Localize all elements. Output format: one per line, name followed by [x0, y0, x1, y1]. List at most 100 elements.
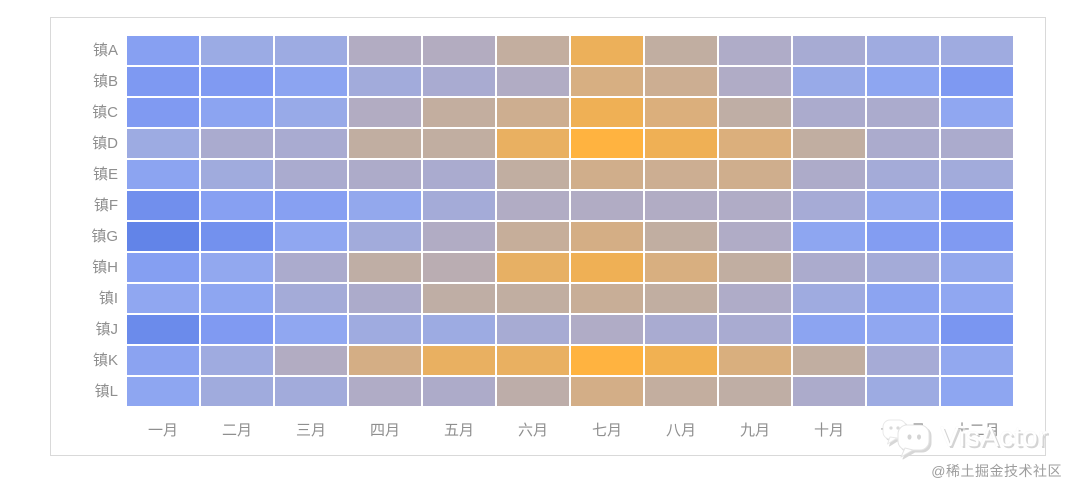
heatmap-cell[interactable] — [497, 160, 569, 189]
heatmap-cell[interactable] — [941, 315, 1013, 344]
heatmap-cell[interactable] — [793, 67, 865, 96]
heatmap-cell[interactable] — [571, 98, 643, 127]
heatmap-cell[interactable] — [719, 191, 791, 220]
heatmap-cell[interactable] — [719, 377, 791, 406]
heatmap-cell[interactable] — [349, 377, 421, 406]
heatmap-cell[interactable] — [127, 377, 199, 406]
heatmap-cell[interactable] — [941, 284, 1013, 313]
heatmap-cell[interactable] — [867, 129, 939, 158]
heatmap-cell[interactable] — [941, 253, 1013, 282]
heatmap-cell[interactable] — [275, 191, 347, 220]
heatmap-cell[interactable] — [571, 129, 643, 158]
heatmap-cell[interactable] — [275, 253, 347, 282]
heatmap-cell[interactable] — [201, 191, 273, 220]
heatmap-cell[interactable] — [497, 222, 569, 251]
heatmap-cell[interactable] — [127, 36, 199, 65]
heatmap-cell[interactable] — [497, 129, 569, 158]
heatmap-cell[interactable] — [349, 160, 421, 189]
heatmap-cell[interactable] — [201, 160, 273, 189]
heatmap-cell[interactable] — [719, 222, 791, 251]
heatmap-cell[interactable] — [423, 315, 495, 344]
heatmap-cell[interactable] — [867, 67, 939, 96]
heatmap-cell[interactable] — [941, 129, 1013, 158]
heatmap-cell[interactable] — [645, 129, 717, 158]
heatmap-cell[interactable] — [275, 129, 347, 158]
heatmap-cell[interactable] — [127, 346, 199, 375]
heatmap-cell[interactable] — [571, 36, 643, 65]
heatmap-cell[interactable] — [423, 129, 495, 158]
heatmap-cell[interactable] — [571, 346, 643, 375]
heatmap-cell[interactable] — [571, 67, 643, 96]
heatmap-cell[interactable] — [201, 377, 273, 406]
heatmap-cell[interactable] — [275, 67, 347, 96]
heatmap-cell[interactable] — [719, 98, 791, 127]
heatmap-cell[interactable] — [571, 284, 643, 313]
heatmap-cell[interactable] — [349, 222, 421, 251]
heatmap-cell[interactable] — [867, 346, 939, 375]
heatmap-cell[interactable] — [867, 284, 939, 313]
heatmap-cell[interactable] — [645, 284, 717, 313]
heatmap-cell[interactable] — [497, 36, 569, 65]
heatmap-cell[interactable] — [201, 129, 273, 158]
heatmap-cell[interactable] — [941, 346, 1013, 375]
heatmap-cell[interactable] — [793, 377, 865, 406]
heatmap-cell[interactable] — [941, 36, 1013, 65]
heatmap-cell[interactable] — [941, 67, 1013, 96]
heatmap-cell[interactable] — [571, 222, 643, 251]
heatmap-cell[interactable] — [275, 315, 347, 344]
heatmap-cell[interactable] — [201, 346, 273, 375]
heatmap-cell[interactable] — [571, 160, 643, 189]
heatmap-cell[interactable] — [867, 222, 939, 251]
heatmap-cell[interactable] — [497, 191, 569, 220]
heatmap-cell[interactable] — [867, 160, 939, 189]
heatmap-cell[interactable] — [571, 315, 643, 344]
heatmap-cell[interactable] — [127, 284, 199, 313]
heatmap-cell[interactable] — [941, 191, 1013, 220]
heatmap-cell[interactable] — [423, 36, 495, 65]
heatmap-cell[interactable] — [201, 253, 273, 282]
heatmap-cell[interactable] — [423, 284, 495, 313]
heatmap-cell[interactable] — [867, 253, 939, 282]
heatmap-cell[interactable] — [349, 36, 421, 65]
heatmap-cell[interactable] — [423, 346, 495, 375]
heatmap-cell[interactable] — [127, 253, 199, 282]
heatmap-cell[interactable] — [645, 191, 717, 220]
heatmap-cell[interactable] — [423, 67, 495, 96]
heatmap-cell[interactable] — [201, 222, 273, 251]
heatmap-cell[interactable] — [127, 129, 199, 158]
heatmap-cell[interactable] — [201, 284, 273, 313]
heatmap-cell[interactable] — [867, 377, 939, 406]
heatmap-cell[interactable] — [275, 160, 347, 189]
heatmap-cell[interactable] — [275, 36, 347, 65]
heatmap-cell[interactable] — [571, 191, 643, 220]
heatmap-cell[interactable] — [793, 253, 865, 282]
heatmap-cell[interactable] — [127, 67, 199, 96]
heatmap-cell[interactable] — [423, 253, 495, 282]
heatmap-cell[interactable] — [719, 346, 791, 375]
heatmap-cell[interactable] — [719, 160, 791, 189]
heatmap-cell[interactable] — [719, 315, 791, 344]
heatmap-cell[interactable] — [497, 284, 569, 313]
heatmap-cell[interactable] — [571, 377, 643, 406]
heatmap-cell[interactable] — [497, 67, 569, 96]
heatmap-cell[interactable] — [349, 67, 421, 96]
heatmap-cell[interactable] — [645, 346, 717, 375]
heatmap-cell[interactable] — [349, 315, 421, 344]
heatmap-cell[interactable] — [793, 346, 865, 375]
heatmap-cell[interactable] — [497, 253, 569, 282]
heatmap-cell[interactable] — [645, 377, 717, 406]
heatmap-cell[interactable] — [867, 98, 939, 127]
heatmap-cell[interactable] — [719, 253, 791, 282]
heatmap-cell[interactable] — [201, 98, 273, 127]
heatmap-cell[interactable] — [867, 36, 939, 65]
heatmap-cell[interactable] — [275, 222, 347, 251]
heatmap-cell[interactable] — [941, 160, 1013, 189]
heatmap-cell[interactable] — [941, 377, 1013, 406]
heatmap-cell[interactable] — [645, 67, 717, 96]
heatmap-cell[interactable] — [275, 377, 347, 406]
heatmap-cell[interactable] — [793, 315, 865, 344]
heatmap-cell[interactable] — [275, 98, 347, 127]
heatmap-cell[interactable] — [275, 346, 347, 375]
heatmap-cell[interactable] — [349, 253, 421, 282]
heatmap-cell[interactable] — [349, 98, 421, 127]
